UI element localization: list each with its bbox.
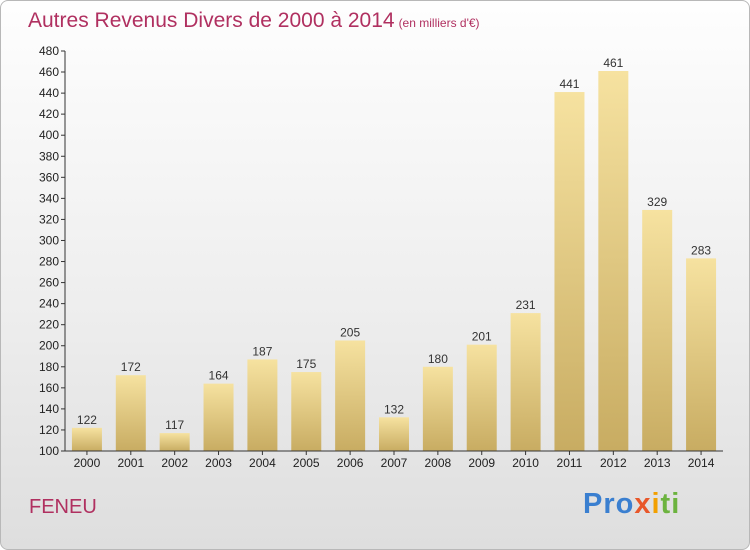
x-tick-label: 2006 [337, 456, 364, 470]
data-label: 329 [647, 195, 667, 209]
y-tick-label: 220 [39, 318, 59, 332]
y-tick-label: 160 [39, 381, 59, 395]
data-label: 205 [340, 325, 360, 339]
bar-2002 [159, 433, 190, 451]
x-tick-label: 2012 [600, 456, 627, 470]
x-tick-label: 2002 [161, 456, 188, 470]
bar-2012 [598, 71, 629, 451]
bar-2003 [203, 383, 234, 451]
y-tick-label: 440 [39, 86, 59, 100]
x-tick-label: 2011 [557, 456, 583, 470]
place-name: FENEU [29, 496, 97, 518]
bar-2009 [466, 344, 497, 451]
bar-2008 [422, 366, 453, 451]
chart-title: Autres Revenus Divers de 2000 à 2014 (en … [28, 9, 480, 33]
bar-2004 [247, 359, 278, 451]
y-tick-label: 480 [39, 44, 59, 58]
data-label: 132 [384, 402, 404, 416]
y-tick-label: 460 [39, 65, 59, 79]
x-tick-label: 2009 [468, 456, 495, 470]
data-label: 164 [209, 369, 229, 383]
bar-2014 [686, 258, 717, 451]
x-tick-label: 2008 [425, 456, 452, 470]
x-tick-label: 2005 [293, 456, 320, 470]
bar-2010 [510, 313, 541, 451]
x-tick-label: 2001 [117, 456, 144, 470]
data-label: 172 [121, 360, 141, 374]
y-tick-label: 300 [39, 233, 59, 247]
y-tick-label: 240 [39, 297, 59, 311]
data-label: 175 [296, 357, 316, 371]
bar-2011 [554, 92, 585, 451]
title-text: Autres Revenus Divers de 2000 à 2014 [28, 9, 395, 32]
x-tick-label: 2010 [512, 456, 539, 470]
data-label: 187 [252, 344, 272, 358]
y-tick-label: 400 [39, 128, 59, 142]
y-tick-label: 280 [39, 255, 59, 269]
y-tick-label: 340 [39, 191, 59, 205]
data-label: 117 [165, 418, 184, 432]
y-tick-label: 200 [39, 339, 59, 353]
y-tick-label: 320 [39, 212, 59, 226]
data-label: 461 [603, 56, 623, 70]
bar-2007 [379, 417, 409, 451]
data-label: 122 [77, 413, 97, 427]
data-label: 180 [428, 352, 448, 366]
x-tick-label: 2013 [644, 456, 671, 470]
y-tick-label: 120 [39, 423, 59, 437]
x-tick-label: 2000 [74, 456, 101, 470]
x-tick-label: 2003 [205, 456, 232, 470]
y-tick-label: 380 [39, 149, 59, 163]
data-label: 201 [472, 330, 492, 344]
x-tick-label: 2004 [249, 456, 276, 470]
proxiti-logo: Proxiti [583, 488, 681, 520]
bar-2001 [115, 375, 146, 451]
bar-2000 [71, 427, 102, 451]
data-label: 283 [691, 243, 711, 257]
y-tick-label: 420 [39, 107, 59, 121]
data-label: 441 [559, 77, 579, 91]
x-tick-label: 2007 [381, 456, 408, 470]
bar-2013 [642, 209, 673, 451]
bar-2006 [335, 340, 366, 451]
y-tick-label: 360 [39, 170, 59, 184]
y-tick-label: 180 [39, 360, 59, 374]
y-tick-label: 100 [39, 444, 59, 458]
x-tick-label: 2014 [688, 456, 715, 470]
chart-subtitle: (en milliers d'€) [398, 16, 480, 30]
data-label: 231 [516, 298, 536, 312]
y-tick-label: 260 [39, 276, 59, 290]
bar-2005 [291, 372, 322, 451]
y-tick-label: 140 [39, 402, 59, 416]
